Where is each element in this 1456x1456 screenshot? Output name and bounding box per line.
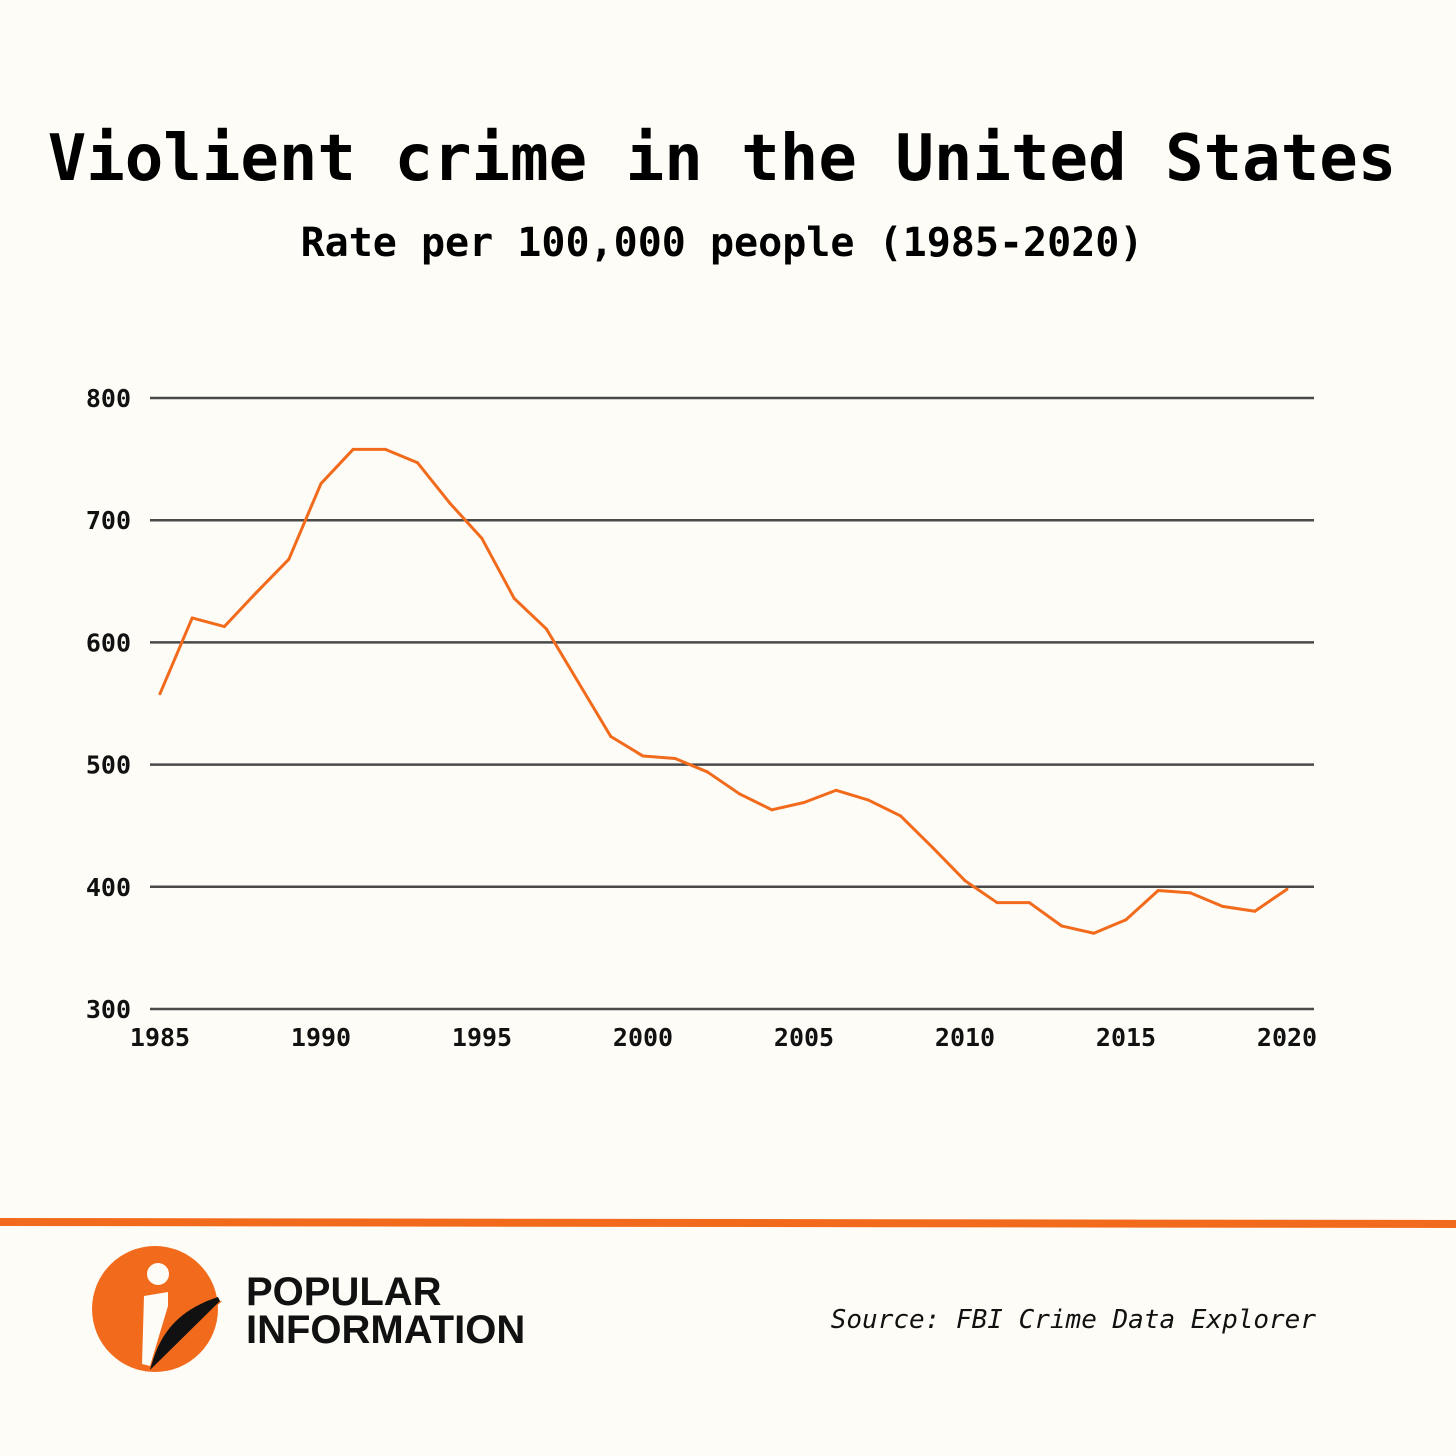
data-point [834,788,838,792]
data-point [770,808,774,812]
data-point [963,879,967,883]
info-icon [92,1246,222,1372]
data-point [383,447,387,451]
data-point [802,800,806,804]
data-point [673,756,677,760]
y-tick-label: 700 [86,506,131,535]
y-tick-label: 800 [86,384,131,413]
x-tick-label: 1990 [291,1023,351,1052]
data-point [190,616,194,620]
x-tick-label: 2010 [935,1023,995,1052]
data-point [1188,891,1192,895]
logo: POPULAR INFORMATION [92,1246,525,1372]
data-point [158,692,162,696]
data-point [1027,901,1031,905]
data-point [738,792,742,796]
data-point [577,681,581,685]
data-point [1060,924,1064,928]
x-tick-label: 1985 [130,1023,190,1052]
data-point [609,734,613,738]
data-point [512,596,516,600]
x-tick-label: 2015 [1096,1023,1156,1052]
gridlines [150,396,1314,1011]
data-point [222,625,226,629]
footer-divider [0,1218,1456,1228]
data-point [319,482,323,486]
x-tick-label: 2005 [774,1023,834,1052]
data-point [1253,909,1257,913]
chart-title: Violient crime in the United States [48,122,1397,196]
chart-subtitle: Rate per 100,000 people (1985-2020) [301,220,1144,266]
x-axis-ticks: 1985 1990 1995 2000 2005 2010 2015 2020 [130,1023,1317,1052]
data-point [705,770,709,774]
series-line [158,447,1288,935]
x-tick-label: 2020 [1257,1023,1317,1052]
x-tick-label: 2000 [613,1023,673,1052]
y-tick-label: 400 [86,873,131,902]
y-tick-label: 600 [86,628,131,657]
data-point [1156,888,1160,892]
data-point [351,447,355,451]
data-point [1124,918,1128,922]
data-point [641,754,645,758]
y-tick-label: 300 [86,995,131,1024]
data-point [995,901,999,905]
data-point [1221,904,1225,908]
series-layer [158,447,1289,935]
data-point [480,537,484,541]
data-point [255,590,259,594]
data-point [448,501,452,505]
data-point [1092,931,1096,935]
data-point [544,627,548,631]
y-tick-label: 500 [86,751,131,780]
brand-name-line1: POPULAR [246,1270,442,1314]
brand-name-line2: INFORMATION [246,1308,525,1352]
data-point [899,814,903,818]
source-note: Source: FBI Crime Data Explorer [831,1305,1317,1335]
data-point [1285,887,1289,891]
y-axis-ticks: 800 700 600 500 400 300 [86,384,131,1024]
data-point [866,798,870,802]
x-tick-label: 1995 [452,1023,512,1052]
data-point [287,557,291,561]
data-point [931,846,935,850]
data-point [416,461,420,465]
